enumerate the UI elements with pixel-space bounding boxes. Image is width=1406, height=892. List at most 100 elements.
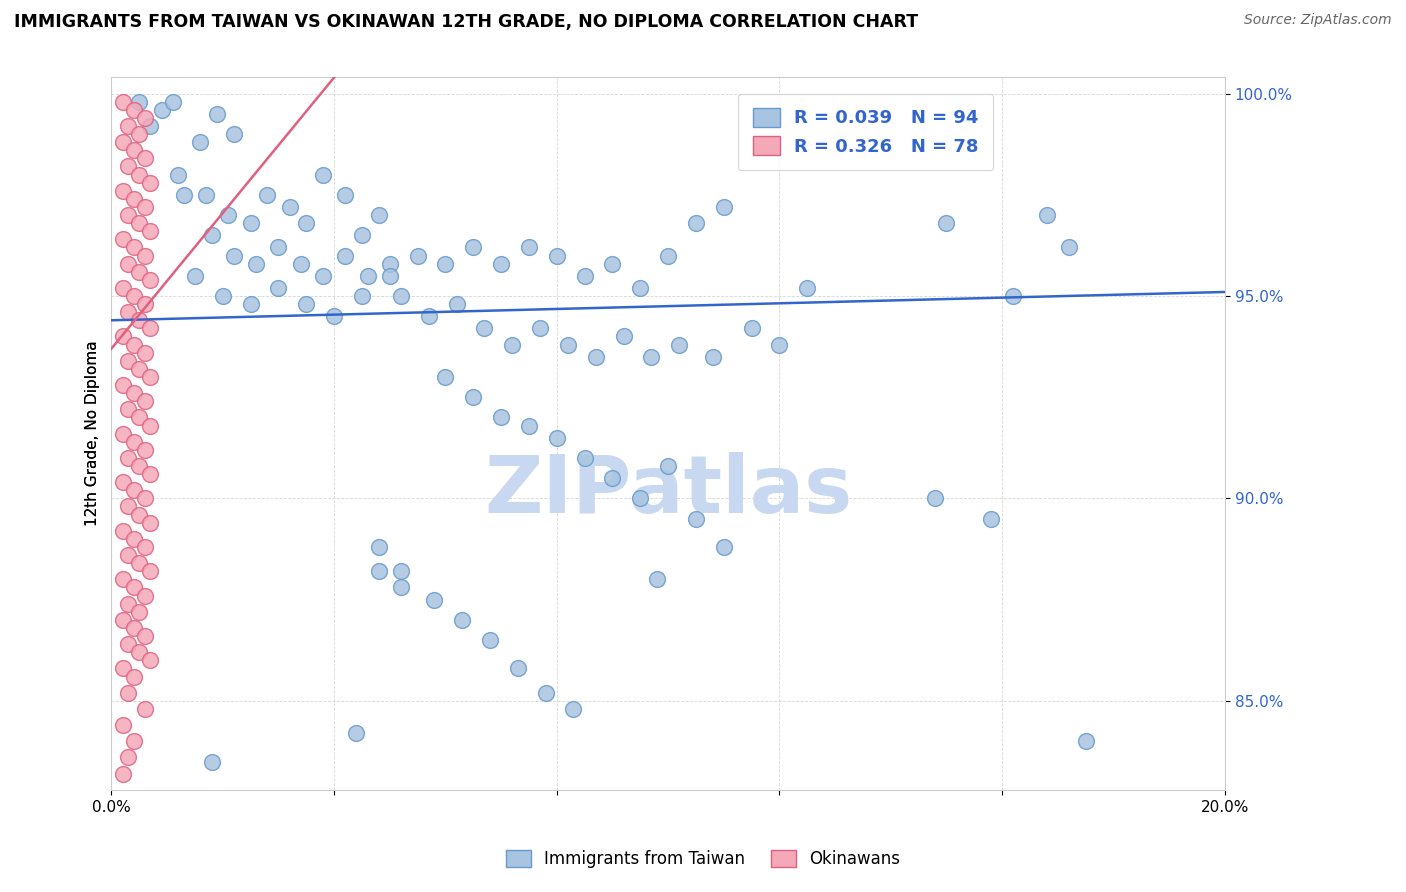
Point bbox=[451, 613, 474, 627]
Point bbox=[139, 176, 162, 190]
Point bbox=[668, 337, 690, 351]
Point bbox=[122, 143, 145, 157]
Point bbox=[562, 702, 585, 716]
Point bbox=[134, 111, 156, 125]
Point bbox=[506, 661, 529, 675]
Point bbox=[139, 273, 162, 287]
Point bbox=[117, 353, 139, 368]
Point bbox=[111, 524, 134, 538]
Point bbox=[128, 313, 150, 327]
Point bbox=[117, 686, 139, 700]
Point bbox=[134, 152, 156, 166]
Point bbox=[344, 726, 367, 740]
Point bbox=[323, 310, 346, 324]
Point bbox=[122, 621, 145, 635]
Point bbox=[685, 216, 707, 230]
Point bbox=[640, 350, 662, 364]
Point bbox=[117, 402, 139, 417]
Point bbox=[574, 450, 596, 465]
Point bbox=[489, 410, 512, 425]
Point bbox=[117, 548, 139, 562]
Point bbox=[139, 516, 162, 530]
Point bbox=[139, 119, 162, 133]
Point bbox=[128, 168, 150, 182]
Point bbox=[162, 95, 184, 109]
Point bbox=[463, 240, 485, 254]
Point bbox=[117, 208, 139, 222]
Point bbox=[128, 410, 150, 425]
Point bbox=[111, 232, 134, 246]
Point bbox=[1057, 240, 1080, 254]
Point bbox=[111, 475, 134, 490]
Point bbox=[517, 418, 540, 433]
Point bbox=[117, 750, 139, 764]
Point bbox=[1002, 289, 1025, 303]
Point bbox=[111, 281, 134, 295]
Point bbox=[557, 337, 579, 351]
Point bbox=[222, 127, 245, 141]
Point bbox=[434, 370, 457, 384]
Point bbox=[128, 508, 150, 522]
Point bbox=[167, 168, 190, 182]
Point bbox=[134, 248, 156, 262]
Point bbox=[501, 337, 523, 351]
Point bbox=[122, 337, 145, 351]
Point bbox=[111, 766, 134, 780]
Y-axis label: 12th Grade, No Diploma: 12th Grade, No Diploma bbox=[86, 341, 100, 526]
Point bbox=[111, 661, 134, 675]
Point bbox=[111, 184, 134, 198]
Point bbox=[134, 442, 156, 457]
Point bbox=[423, 592, 446, 607]
Point bbox=[267, 240, 290, 254]
Point bbox=[446, 297, 468, 311]
Point bbox=[201, 228, 224, 243]
Point bbox=[128, 362, 150, 376]
Point bbox=[139, 370, 162, 384]
Point bbox=[117, 160, 139, 174]
Point bbox=[546, 431, 568, 445]
Point bbox=[267, 281, 290, 295]
Point bbox=[134, 589, 156, 603]
Point bbox=[367, 208, 389, 222]
Point bbox=[585, 350, 607, 364]
Point bbox=[117, 637, 139, 651]
Point bbox=[657, 248, 679, 262]
Point bbox=[217, 208, 239, 222]
Point bbox=[122, 103, 145, 117]
Point bbox=[574, 268, 596, 283]
Point bbox=[356, 268, 378, 283]
Point bbox=[139, 564, 162, 578]
Legend: R = 0.039   N = 94, R = 0.326   N = 78: R = 0.039 N = 94, R = 0.326 N = 78 bbox=[738, 94, 993, 170]
Point bbox=[117, 119, 139, 133]
Y-axis label: 12th Grade, No Diploma: 12th Grade, No Diploma bbox=[86, 341, 100, 526]
Point bbox=[350, 228, 373, 243]
Point bbox=[128, 605, 150, 619]
Point bbox=[117, 450, 139, 465]
Point bbox=[602, 257, 624, 271]
Point bbox=[312, 268, 335, 283]
Point bbox=[122, 192, 145, 206]
Point bbox=[139, 321, 162, 335]
Point bbox=[924, 491, 946, 506]
Point bbox=[122, 581, 145, 595]
Point bbox=[122, 532, 145, 546]
Point bbox=[122, 434, 145, 449]
Point bbox=[389, 564, 412, 578]
Point bbox=[122, 483, 145, 498]
Point bbox=[935, 216, 957, 230]
Point bbox=[389, 581, 412, 595]
Legend: Immigrants from Taiwan, Okinawans: Immigrants from Taiwan, Okinawans bbox=[499, 843, 907, 875]
Point bbox=[139, 467, 162, 482]
Point bbox=[128, 265, 150, 279]
Point bbox=[134, 297, 156, 311]
Point bbox=[312, 168, 335, 182]
Point bbox=[150, 103, 173, 117]
Point bbox=[184, 268, 207, 283]
Point bbox=[128, 458, 150, 473]
Point bbox=[122, 240, 145, 254]
Point bbox=[406, 248, 429, 262]
Point bbox=[111, 573, 134, 587]
Point bbox=[190, 135, 212, 149]
Point bbox=[628, 281, 651, 295]
Point bbox=[239, 297, 262, 311]
